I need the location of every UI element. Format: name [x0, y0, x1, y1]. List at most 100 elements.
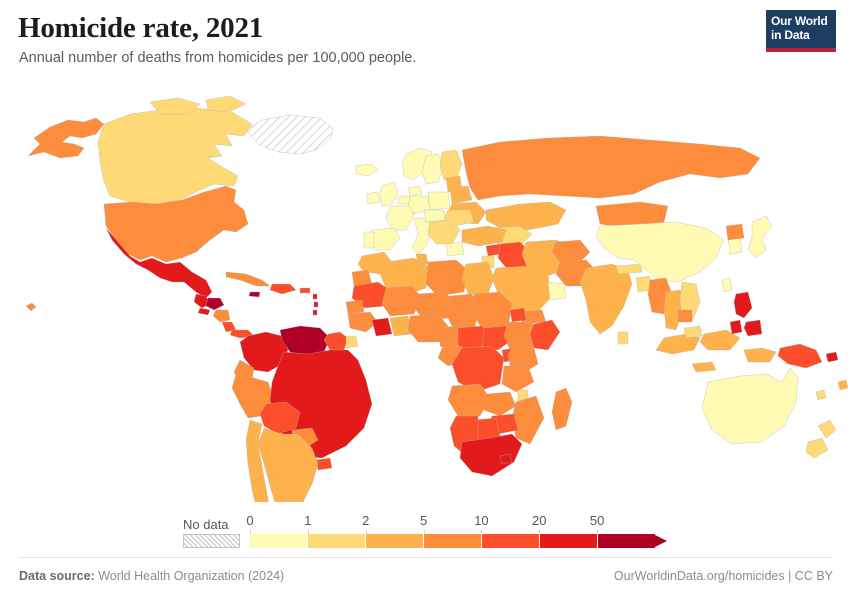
- attribution-link[interactable]: OurWorldinData.org/homicides | CC BY: [613, 569, 833, 583]
- country-mozambique[interactable]: [512, 396, 544, 444]
- country-tunisia[interactable]: [416, 254, 428, 264]
- owid-logo[interactable]: Our World in Data: [766, 10, 836, 52]
- legend-bin-4[interactable]: [481, 534, 539, 548]
- country-puerto-rico[interactable]: [300, 288, 310, 293]
- country-hawaii[interactable]: [26, 303, 36, 311]
- legend-bin-3[interactable]: [423, 534, 481, 548]
- country-hispaniola[interactable]: [270, 284, 296, 294]
- country-oman-uae[interactable]: [548, 282, 566, 300]
- country-canada-islands[interactable]: [150, 96, 246, 114]
- country-iceland[interactable]: [356, 164, 378, 176]
- country-ivory-coast[interactable]: [372, 318, 392, 336]
- country-tanzania[interactable]: [502, 366, 534, 392]
- country-nepal-bhutan[interactable]: [616, 264, 642, 274]
- country-fiji[interactable]: [838, 380, 848, 390]
- country-united-states[interactable]: [104, 186, 248, 262]
- country-french-guiana[interactable]: [346, 336, 358, 348]
- country-cambodia[interactable]: [678, 310, 692, 322]
- page-title: Homicide rate, 2021: [18, 12, 264, 44]
- legend-bin-6[interactable]: [597, 534, 655, 548]
- country-dr-congo[interactable]: [452, 346, 504, 392]
- map-svg: [0, 82, 850, 502]
- country-jamaica[interactable]: [249, 292, 260, 297]
- country-kazakhstan[interactable]: [486, 202, 566, 230]
- country-denmark[interactable]: [408, 186, 422, 196]
- country-argentina[interactable]: [258, 428, 318, 502]
- country-chile[interactable]: [246, 420, 276, 502]
- country-cuba[interactable]: [226, 272, 270, 286]
- country-italy[interactable]: [412, 218, 432, 254]
- country-solomon-islands[interactable]: [826, 352, 838, 362]
- country-zambia[interactable]: [484, 392, 516, 416]
- country-lesotho[interactable]: [500, 454, 512, 464]
- legend-bin-5[interactable]: [539, 534, 597, 548]
- country-indonesia[interactable]: [656, 330, 776, 372]
- legend-bins[interactable]: [250, 534, 655, 548]
- country-malaysia[interactable]: [684, 326, 702, 338]
- chart-header: Homicide rate, 2021 Annual number of dea…: [0, 0, 850, 82]
- country-egypt[interactable]: [462, 262, 494, 294]
- country-australia[interactable]: [702, 368, 798, 444]
- legend-color-scale[interactable]: 0 1 2 5 10 20 50: [246, 505, 673, 553]
- country-france[interactable]: [386, 206, 414, 230]
- country-madagascar[interactable]: [552, 388, 572, 430]
- logo-line-1: Our World: [771, 14, 828, 28]
- legend-no-data-swatch[interactable]: [183, 534, 240, 548]
- country-philippines[interactable]: [730, 292, 762, 336]
- country-turkey[interactable]: [462, 226, 506, 246]
- country-india[interactable]: [580, 264, 632, 334]
- country-south-sudan[interactable]: [482, 326, 512, 350]
- country-mali[interactable]: [382, 286, 422, 316]
- legend-bin-2[interactable]: [365, 534, 423, 548]
- country-cameroon[interactable]: [440, 326, 462, 352]
- country-mongolia[interactable]: [596, 202, 668, 228]
- country-uruguay[interactable]: [316, 458, 332, 470]
- country-libya[interactable]: [426, 260, 468, 296]
- country-united-kingdom[interactable]: [380, 182, 398, 206]
- country-netherlands-belgium[interactable]: [398, 196, 410, 204]
- country-china[interactable]: [596, 222, 724, 282]
- country-south-africa[interactable]: [460, 434, 522, 476]
- country-poland[interactable]: [428, 192, 450, 210]
- country-alaska[interactable]: [28, 118, 104, 158]
- country-belarus[interactable]: [450, 186, 472, 204]
- legend-bin-0[interactable]: [250, 534, 307, 548]
- country-lesser-antilles[interactable]: [313, 294, 318, 315]
- country-ireland[interactable]: [366, 192, 380, 204]
- country-romania[interactable]: [444, 210, 474, 226]
- country-nicaragua[interactable]: [213, 310, 230, 322]
- country-finland[interactable]: [440, 150, 462, 180]
- country-germany[interactable]: [408, 196, 430, 214]
- country-colombia[interactable]: [240, 332, 288, 372]
- country-sweden[interactable]: [422, 154, 444, 184]
- country-greece[interactable]: [446, 242, 464, 256]
- country-canada[interactable]: [98, 108, 252, 204]
- country-eritrea-djibouti[interactable]: [510, 308, 526, 322]
- country-guinea-sierra-liberia[interactable]: [348, 312, 378, 332]
- country-papua-new-guinea[interactable]: [778, 344, 822, 368]
- legend-tick-label-10: 10: [474, 513, 489, 528]
- legend-bin-1[interactable]: [307, 534, 365, 548]
- country-taiwan[interactable]: [722, 278, 732, 292]
- country-senegal-gambia[interactable]: [346, 300, 364, 314]
- country-japan[interactable]: [748, 216, 772, 258]
- legend-no-data-label: No data: [183, 517, 229, 532]
- country-north-korea[interactable]: [726, 224, 744, 240]
- legend-tick-mark-50: [597, 530, 599, 534]
- country-guyana-suriname[interactable]: [324, 332, 348, 350]
- country-somalia[interactable]: [530, 320, 560, 350]
- country-honduras[interactable]: [206, 298, 224, 310]
- country-mexico[interactable]: [106, 228, 212, 298]
- country-portugal[interactable]: [364, 232, 374, 248]
- country-new-caledonia[interactable]: [816, 390, 826, 400]
- country-el-salvador[interactable]: [198, 308, 210, 315]
- country-angola[interactable]: [448, 384, 490, 416]
- world-map[interactable]: [0, 82, 850, 502]
- country-russia[interactable]: [462, 136, 760, 200]
- country-sri-lanka[interactable]: [618, 332, 628, 344]
- country-bolivia[interactable]: [260, 402, 300, 434]
- country-new-zealand[interactable]: [806, 420, 836, 458]
- country-norway[interactable]: [402, 148, 432, 180]
- country-austria-czech[interactable]: [424, 210, 446, 222]
- country-greenland[interactable]: [246, 115, 333, 154]
